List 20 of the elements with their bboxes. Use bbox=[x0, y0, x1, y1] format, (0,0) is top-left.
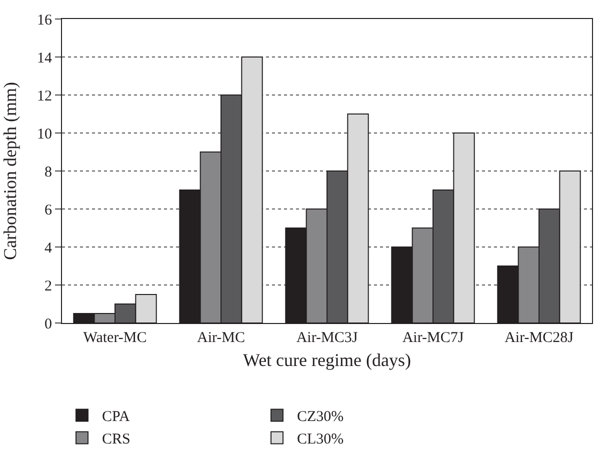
x-tick-label: Air-MC28J bbox=[504, 330, 574, 346]
y-tick-label: 10 bbox=[37, 126, 52, 142]
y-tick-label: 16 bbox=[37, 12, 52, 28]
y-tick-label: 4 bbox=[44, 240, 52, 256]
y-tick-label: 6 bbox=[44, 202, 52, 218]
x-tick-label: Air-MC3J bbox=[296, 330, 358, 346]
y-tick-label: 14 bbox=[37, 50, 52, 66]
x-tick-label: Water-MC bbox=[83, 330, 147, 346]
x-axis-title: Wet cure regime (days) bbox=[243, 350, 411, 370]
legend-label: CRS bbox=[102, 432, 130, 448]
y-axis-title: Carbonation depth (mm) bbox=[0, 82, 20, 260]
y-tick-label: 2 bbox=[44, 278, 52, 294]
legend-label: CL30% bbox=[297, 432, 344, 448]
legend-label: CZ30% bbox=[297, 409, 344, 426]
y-tick-label: 0 bbox=[44, 316, 52, 332]
legend-label: CPA bbox=[102, 409, 130, 426]
y-tick-label: 12 bbox=[37, 88, 52, 104]
x-tick-label: Air-MC7J bbox=[402, 330, 464, 346]
x-tick-label: Air-MC bbox=[196, 330, 246, 346]
y-tick-label: 8 bbox=[44, 164, 52, 180]
